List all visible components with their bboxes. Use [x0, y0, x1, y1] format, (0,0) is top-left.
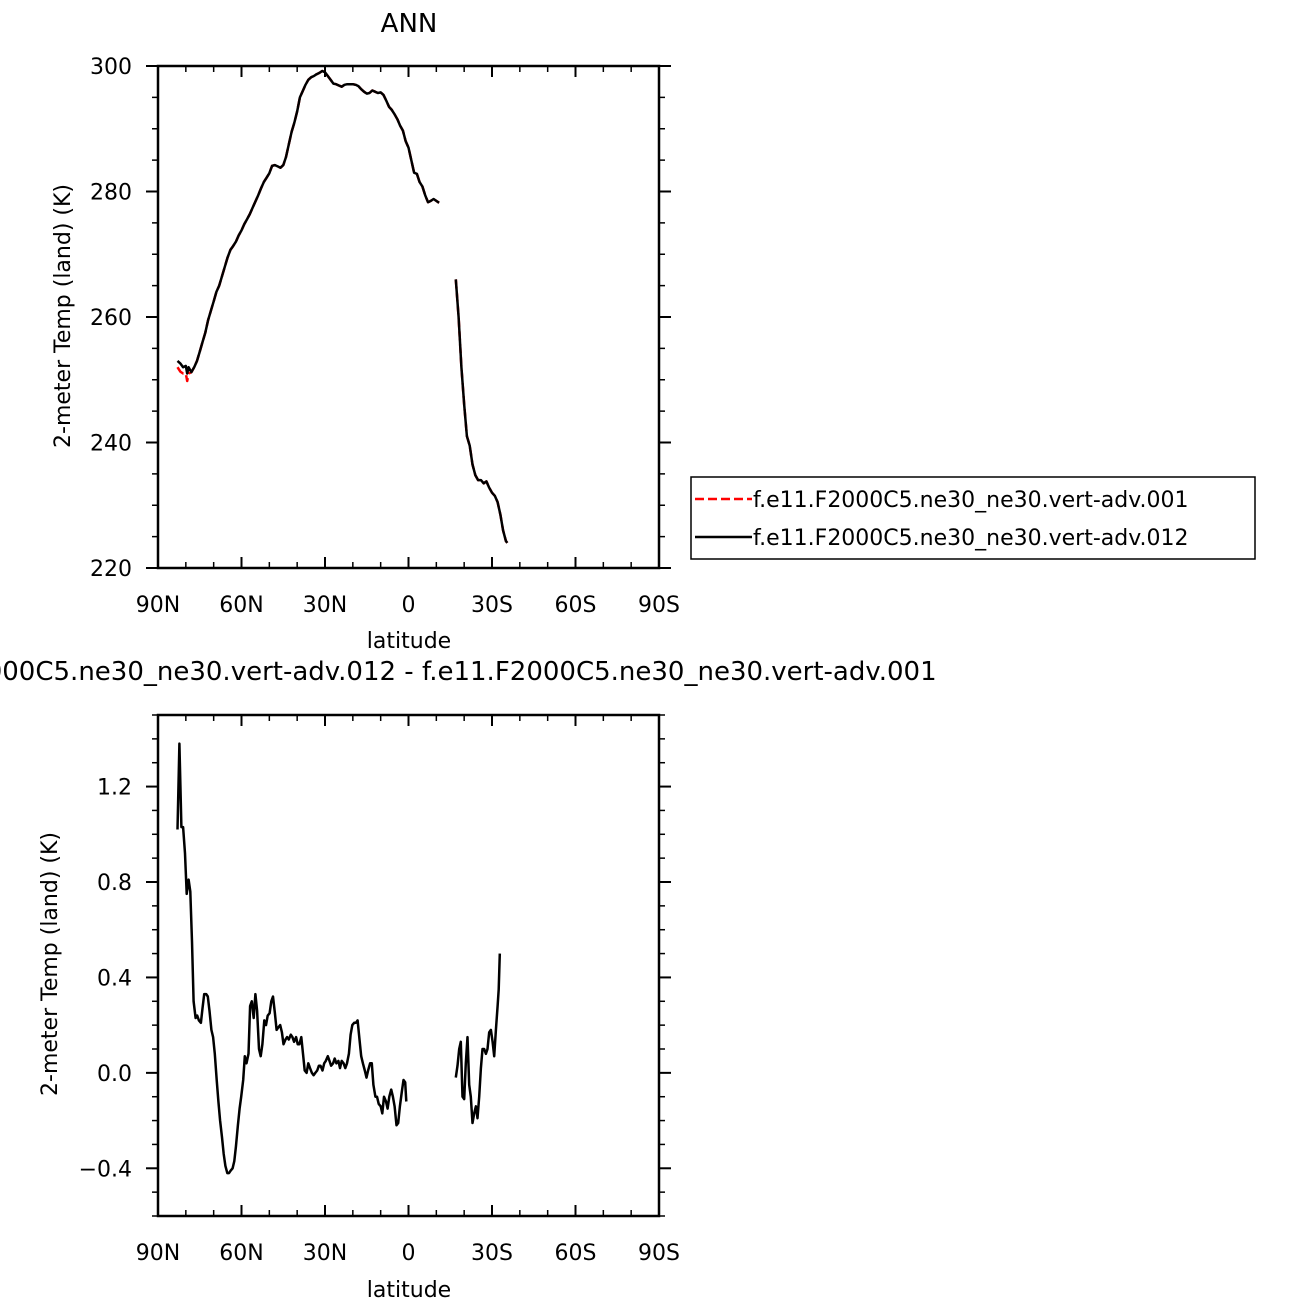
series-line-0-segment-0 [176, 742, 408, 1175]
series-line-0-segment-1 [454, 953, 502, 1125]
y-axis-label: 2-meter Temp (land) (K) [51, 184, 76, 448]
x-tick-label: 0 [402, 593, 416, 618]
x-tick-label: 90S [638, 1241, 680, 1266]
y-tick-label: −0.4 [79, 1157, 132, 1182]
x-tick-label: 60N [219, 1241, 263, 1266]
panel-annual-mean: ANN 90N 60N 30N 0 30S 60S 90S 300 280 260 240 220 l… [51, 9, 1256, 654]
chart-title: f.e11.F2000C5.ne30_ne30.vert-adv.012 - f… [0, 657, 937, 687]
series-line-1-segment-0 [176, 69, 440, 375]
y-tick-label: 0.0 [97, 1062, 132, 1087]
x-tick-label: 90S [638, 593, 680, 618]
legend-entry-001: f.e11.F2000C5.ne30_ne30.vert-adv.001 [753, 488, 1189, 513]
plot-area: 90N 60N 30N 0 30S 60S 90S 1.2 0.8 0.4 0.0 −0.4 [79, 713, 680, 1266]
legend: f.e11.F2000C5.ne30_ne30.vert-adv.001 f.e… [690, 476, 1256, 560]
legend-entry-012: f.e11.F2000C5.ne30_ne30.vert-adv.012 [753, 526, 1189, 551]
plot-frame [156, 64, 661, 570]
plot-area: 90N 60N 30N 0 30S 60S 90S 300 280 260 240 220 [90, 55, 680, 618]
y-tick-label: 300 [90, 55, 132, 80]
x-tick-label: 90N [136, 593, 180, 618]
y-tick-label: 1.2 [97, 776, 132, 801]
y-tick-label: 0.4 [97, 966, 132, 991]
y-tick-label: 280 [90, 181, 132, 206]
x-tick-label: 30N [303, 1241, 347, 1266]
x-tick-label: 0 [402, 1241, 416, 1266]
y-tick-label: 240 [90, 432, 132, 457]
y-tick-label: 260 [90, 306, 132, 331]
x-tick-label: 30S [471, 593, 513, 618]
chart-title: ANN [381, 9, 438, 39]
x-tick-label: 60N [219, 593, 263, 618]
x-axis-label: latitude [367, 1278, 451, 1303]
legend-box [690, 476, 1256, 560]
y-tick-label: 220 [90, 557, 132, 582]
y-axis-label: 2-meter Temp (land) (K) [38, 832, 63, 1096]
y-tick-label: 0.8 [97, 871, 132, 896]
x-tick-label: 30S [471, 1241, 513, 1266]
x-tick-label: 60S [555, 1241, 597, 1266]
x-tick-label: 30N [303, 593, 347, 618]
plot-frame [156, 713, 661, 1218]
series-line-0-segment-0 [176, 69, 440, 383]
panel-difference: f.e11.F2000C5.ne30_ne30.vert-adv.012 - f… [0, 657, 937, 1303]
x-tick-label: 90N [136, 1241, 180, 1266]
series-line-1-segment-1 [454, 279, 509, 544]
x-tick-label: 60S [555, 593, 597, 618]
x-axis-label: latitude [367, 629, 451, 654]
